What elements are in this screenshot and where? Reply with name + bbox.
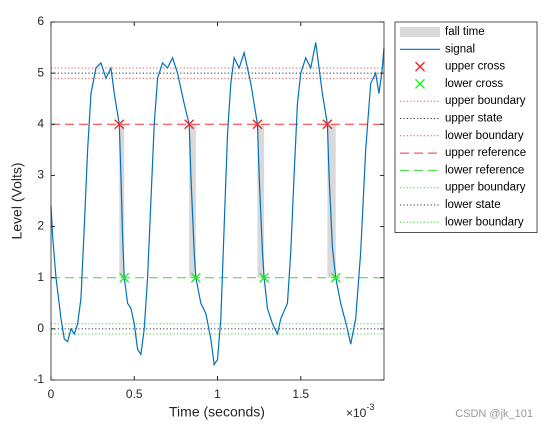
cross-marker: [119, 272, 130, 283]
legend-label: upper boundary: [445, 95, 526, 107]
legend-icon: [415, 61, 425, 72]
y-tick-label: -1: [33, 372, 44, 386]
cross-marker: [259, 272, 270, 283]
fall-time-span: [327, 124, 336, 278]
signal-line: [50, 42, 385, 367]
x-axis-label: Time (seconds): [169, 404, 265, 420]
cross-marker: [184, 119, 195, 130]
cross-marker: [322, 119, 333, 130]
legend-label: lower boundary: [445, 216, 524, 228]
cross-marker: [190, 272, 201, 283]
y-tick-label: 2: [37, 219, 44, 233]
legend-label: upper cross: [445, 61, 505, 73]
y-axis-label: Level (Volts): [9, 162, 25, 239]
watermark: CSDN @jk_101: [455, 408, 533, 420]
legend-label: fall time: [445, 26, 485, 38]
legend-label: lower reference: [445, 164, 524, 176]
x-multiplier-base: ×10: [346, 406, 367, 420]
legend-label: signal: [445, 43, 475, 55]
legend-label: lower state: [445, 199, 501, 211]
x-multiplier: ×10-3: [346, 402, 374, 420]
y-tick-label: 6: [37, 14, 44, 28]
y-tick-label: 5: [37, 65, 44, 79]
y-tick-label: 4: [37, 116, 44, 130]
x-tick-label: 1: [214, 387, 221, 401]
y-tick-label: 1: [37, 270, 44, 284]
legend-label: upper boundary: [445, 182, 526, 194]
legend-box: [394, 21, 538, 234]
legend-label: lower boundary: [445, 130, 524, 142]
y-tick-label: 0: [37, 321, 44, 335]
x-tick-label: 1.5: [292, 387, 309, 401]
x-tick-label: 0.5: [126, 387, 143, 401]
cross-marker: [114, 119, 125, 130]
x-tick-label: 0: [48, 387, 55, 401]
legend-icon: [415, 78, 425, 89]
cross-marker: [252, 119, 263, 130]
legend-label: lower cross: [445, 78, 503, 90]
legend-label: upper reference: [445, 147, 526, 159]
y-tick-label: 3: [37, 168, 44, 182]
cross-marker: [330, 272, 341, 283]
legend-label: upper state: [445, 113, 503, 125]
x-multiplier-exponent: -3: [366, 402, 374, 412]
legend-icon: [400, 27, 440, 37]
